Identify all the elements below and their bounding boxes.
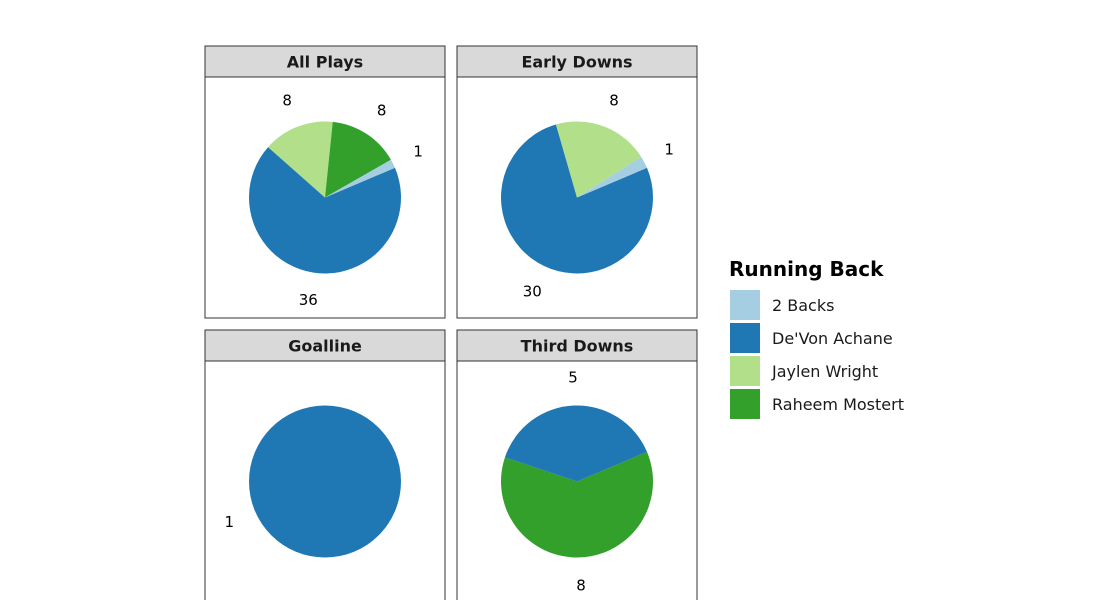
pie-slice-jaylen-wright: [555, 121, 642, 198]
slice-value-label: 1: [664, 140, 674, 158]
slice-value-label: 30: [523, 282, 542, 300]
pie-slice-raheem-mostert: [501, 451, 654, 558]
slice-value-label: 8: [576, 576, 586, 594]
legend-item-raheem-mostert: Raheem Mostert: [730, 389, 904, 419]
slice-value-label: 8: [609, 91, 619, 109]
pie-slice-raheem-mostert: [325, 121, 391, 198]
slice-value-label: 1: [413, 142, 423, 160]
pie-slice-jaylen-wright: [268, 121, 333, 198]
slice-value-label: 5: [568, 369, 578, 387]
legend-swatch: [730, 290, 760, 320]
facet-all-plays: All Plays 36 8 8 1: [204, 45, 446, 319]
facet-strip: [456, 329, 698, 362]
slice-value-label: 8: [282, 92, 292, 110]
facet-strip: [204, 45, 446, 78]
legend-item-de-von-achane: De'Von Achane: [730, 323, 893, 353]
pie-slice-de-von-achane: [501, 124, 654, 274]
pie-slice-de-von-achane: [249, 147, 402, 274]
legend-swatch: [730, 389, 760, 419]
facet-goalline: Goalline 1: [204, 329, 446, 600]
slice-value-label: 8: [377, 101, 387, 119]
facet-title: Goalline: [288, 337, 362, 356]
legend-label: Raheem Mostert: [772, 395, 904, 414]
legend-items: 2 Backs De'Von Achane Jaylen Wright Raheem …: [730, 290, 904, 419]
facet-title: Early Downs: [521, 53, 632, 72]
legend-title: Running Back: [729, 257, 884, 281]
pie-slice-2-backs: [577, 156, 647, 198]
legend-label: Jaylen Wright: [771, 362, 878, 381]
facet-title: Third Downs: [521, 337, 634, 356]
legend-swatch: [730, 323, 760, 353]
facet-panels: All Plays 36 8 8 1 Early Downs 30 8 1 Goalline 1 Th…: [204, 45, 698, 600]
pie-slice-de-von-achane: [504, 405, 647, 482]
legend: Running Back 2 Backs De'Von Achane Jaylen …: [729, 257, 904, 419]
legend-item-jaylen-wright: Jaylen Wright: [730, 356, 878, 386]
facet-strip: [456, 45, 698, 78]
legend-label: De'Von Achane: [772, 329, 893, 348]
facet-third-downs: Third Downs 8 5: [456, 329, 698, 600]
facet-early-downs: Early Downs 30 8 1: [456, 45, 698, 319]
slice-value-label: 36: [299, 291, 318, 309]
facet-strip: [204, 329, 446, 362]
slice-value-label: 1: [225, 513, 235, 531]
legend-label: 2 Backs: [772, 296, 834, 315]
pie-slice-de-von-achane: [249, 405, 401, 558]
legend-item-2-backs: 2 Backs: [730, 290, 834, 320]
pie-slice-2-backs: [325, 159, 395, 198]
legend-swatch: [730, 356, 760, 386]
facet-title: All Plays: [287, 53, 363, 72]
